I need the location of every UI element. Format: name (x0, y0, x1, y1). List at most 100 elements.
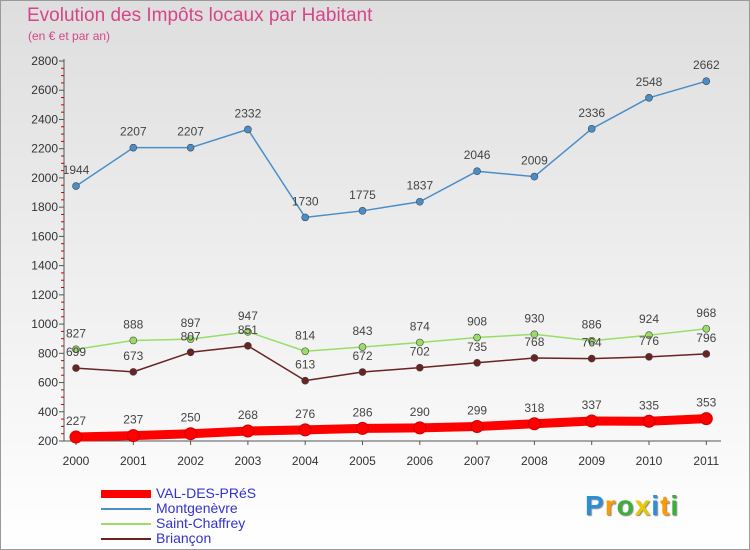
x-tick-label: 2009 (578, 454, 605, 468)
legend-swatch (101, 490, 151, 498)
data-label: 2207 (177, 125, 204, 139)
data-point (415, 363, 424, 372)
data-point (358, 207, 367, 215)
data-point (358, 343, 367, 351)
data-label: 897 (181, 316, 201, 330)
data-label: 796 (696, 331, 716, 345)
data-label: 699 (66, 345, 86, 359)
data-label: 1775 (349, 188, 376, 202)
data-label: 851 (238, 323, 258, 337)
data-label: 613 (295, 358, 315, 372)
data-point (301, 213, 310, 222)
x-tick-label: 2005 (349, 454, 376, 468)
data-label: 290 (410, 405, 430, 419)
data-point (244, 328, 252, 336)
data-point (415, 197, 424, 206)
data-point (129, 368, 138, 376)
data-label: 702 (410, 345, 430, 359)
data-point (645, 331, 653, 339)
brand-letter: x (634, 490, 652, 521)
data-point (702, 77, 711, 85)
data-point (645, 94, 653, 102)
data-label: 299 (467, 404, 487, 418)
data-point (186, 143, 195, 152)
brand-letter: P (585, 490, 605, 521)
x-tick-label: 2008 (521, 454, 548, 468)
y-tick-label: 2600 (31, 83, 58, 97)
chart-subtitle: (en € et par an) (28, 29, 111, 43)
y-tick-label: 1000 (31, 317, 58, 331)
data-point (244, 342, 252, 350)
data-point (72, 364, 80, 372)
data-label: 2662 (693, 58, 720, 72)
data-point (298, 423, 312, 437)
data-point (473, 333, 481, 342)
data-labels: 1944 2207 2207 2332 1730 1775 1837 2046 2009 2336… (63, 58, 720, 428)
y-tick-label: 200 (38, 434, 58, 448)
data-label: 1730 (292, 194, 319, 208)
data-point (241, 424, 255, 438)
data-point (415, 338, 424, 347)
legend-label: Saint-Chaffrey (156, 515, 246, 531)
data-point (69, 430, 83, 444)
data-point (301, 376, 310, 385)
data-label: 672 (352, 349, 372, 363)
brand-logo: Proxiti (585, 490, 679, 522)
data-label: 968 (696, 306, 716, 320)
x-tick-label: 2004 (292, 454, 319, 468)
brand-letter: i (651, 490, 661, 521)
data-point (530, 330, 539, 339)
data-point (356, 421, 369, 435)
data-label: 268 (238, 408, 258, 422)
data-label: 2207 (120, 125, 147, 139)
data-point (126, 429, 140, 443)
brand-letter: o (616, 490, 635, 521)
y-tick-label: 1400 (31, 259, 58, 273)
y-tick-label: 400 (38, 405, 58, 419)
data-label: 318 (524, 401, 544, 415)
data-point (358, 368, 367, 376)
x-tick-label: 2001 (120, 454, 147, 468)
data-label: 807 (181, 329, 201, 343)
data-label: 237 (123, 413, 143, 427)
data-point (699, 412, 713, 426)
data-point (186, 348, 195, 357)
data-label: 2009 (521, 154, 548, 168)
data-label: 337 (582, 398, 602, 412)
data-point (470, 420, 484, 434)
data-label: 776 (639, 334, 659, 348)
y-tick-label: 2200 (31, 142, 58, 156)
data-point (702, 324, 711, 333)
data-point (186, 335, 195, 343)
y-tick-label: 1800 (31, 200, 58, 214)
data-point (129, 336, 138, 345)
data-label: 930 (524, 311, 544, 325)
data-point (129, 143, 138, 152)
data-point (473, 167, 481, 175)
data-point (72, 182, 80, 190)
legend-label: VAL-DES-PRéS (156, 485, 257, 501)
data-label: 874 (410, 319, 430, 333)
data-label: 888 (123, 317, 143, 331)
x-tick-label: 2002 (177, 454, 204, 468)
data-point (301, 347, 310, 356)
data-label: 1837 (406, 179, 433, 193)
data-point (473, 359, 481, 367)
series-line-3 (75, 345, 708, 382)
data-label: 2332 (235, 106, 262, 120)
series-layer (69, 77, 713, 444)
legend-label: Briançon (156, 530, 212, 546)
x-tick-label: 2003 (235, 454, 262, 468)
data-label: 276 (295, 407, 315, 421)
data-label: 335 (639, 398, 659, 412)
data-label: 827 (66, 326, 86, 340)
data-label: 2336 (578, 106, 605, 120)
y-tick-label: 2400 (31, 112, 58, 126)
chart-title: Evolution des Impôts locaux par Habitant (27, 5, 373, 26)
data-label: 947 (238, 309, 258, 323)
data-label: 2046 (464, 148, 491, 162)
data-point (184, 427, 198, 441)
series-line-1 (75, 80, 708, 219)
data-label: 286 (352, 405, 372, 419)
